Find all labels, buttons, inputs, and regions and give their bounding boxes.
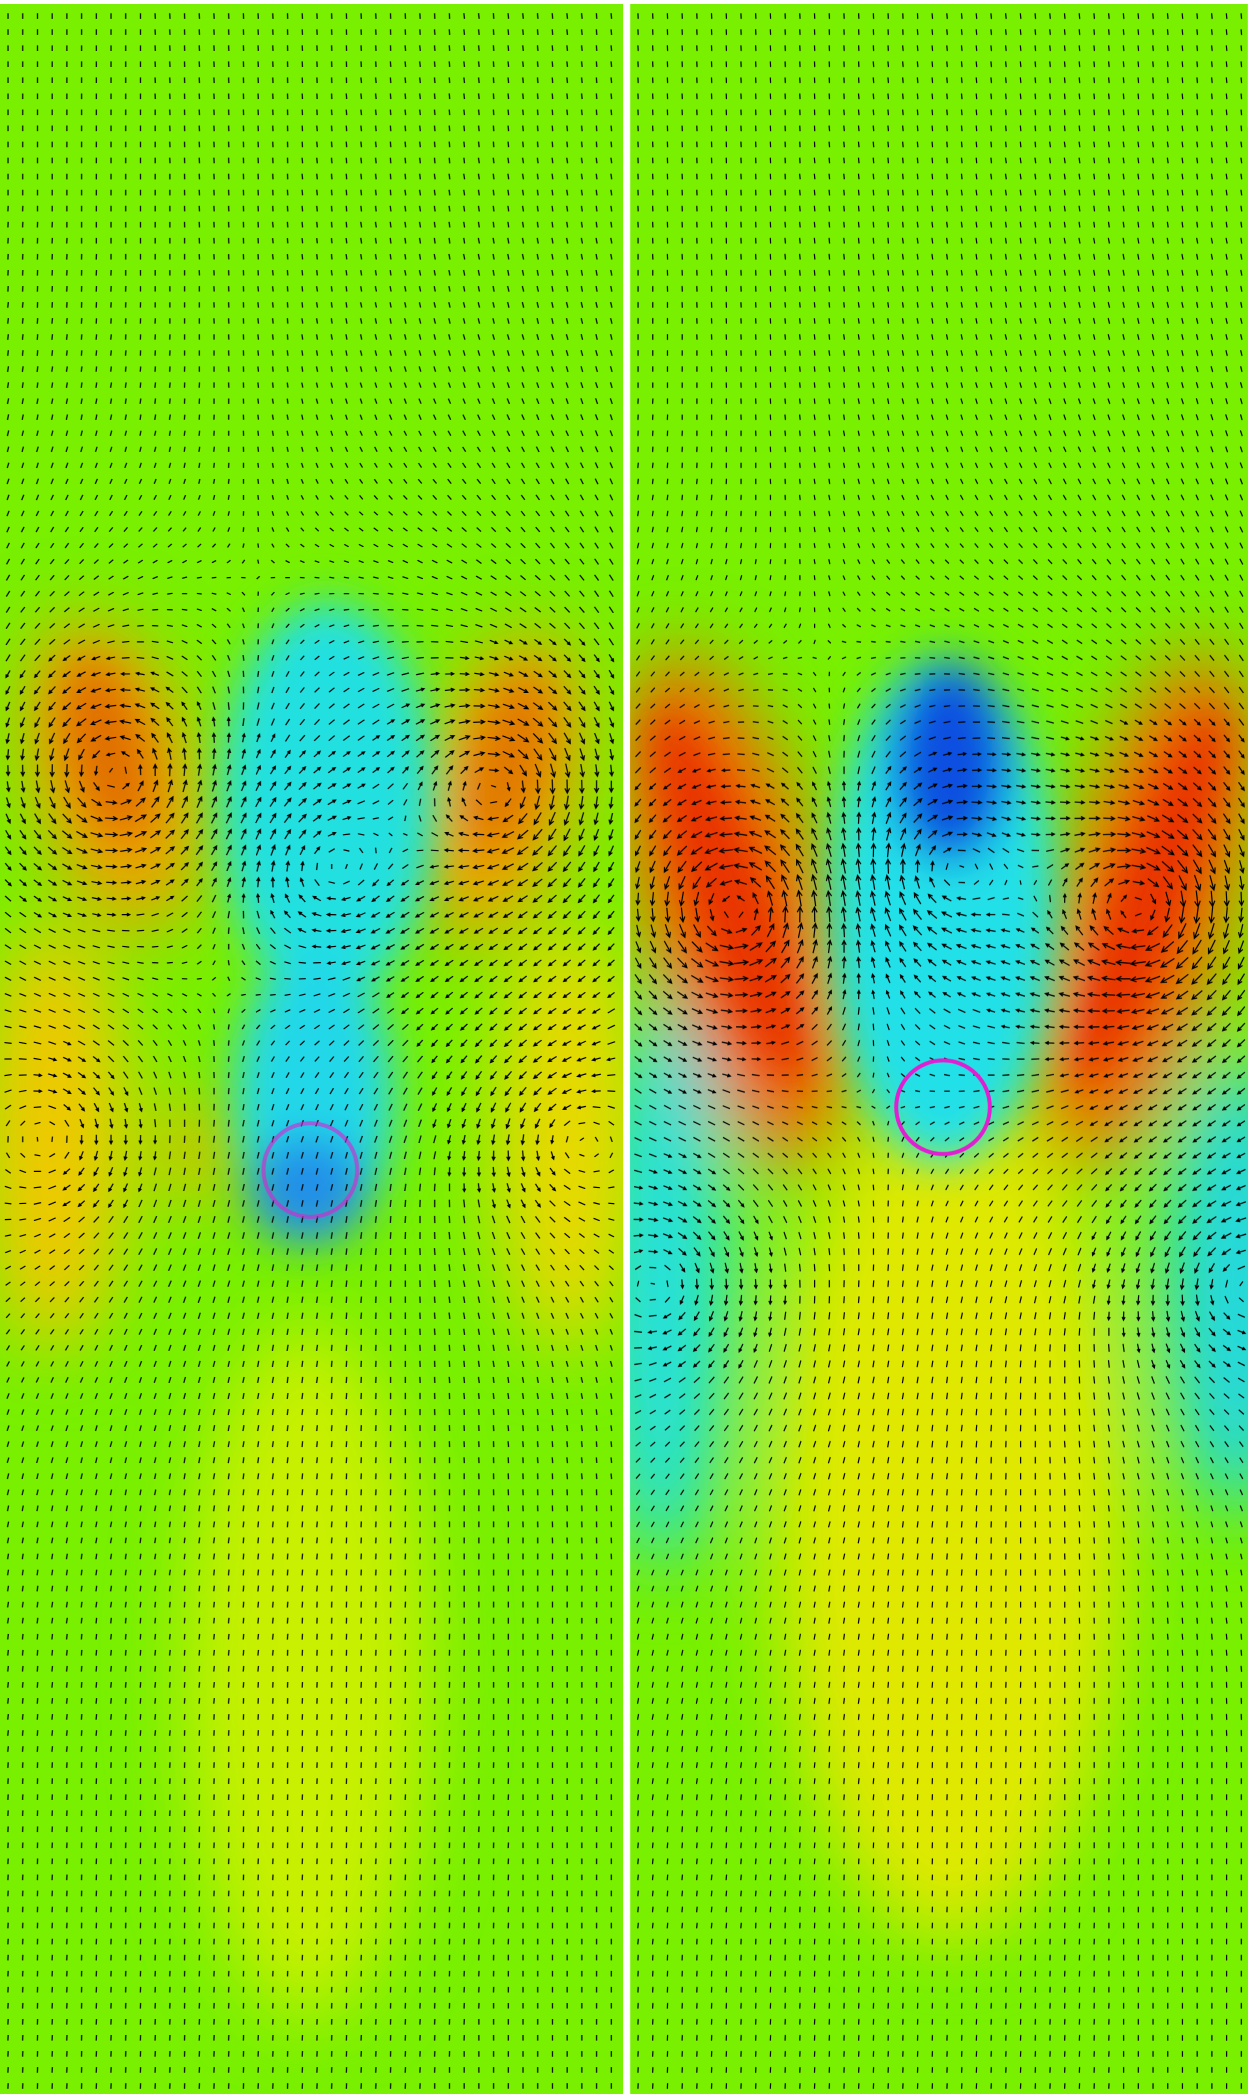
velocity-arrows bbox=[633, 13, 1247, 2089]
right-panel bbox=[630, 4, 1248, 2094]
cylinder-outline bbox=[261, 1121, 360, 1219]
cylinder-outline bbox=[894, 1058, 992, 1156]
field-core bbox=[61, 601, 552, 1244]
left-panel bbox=[0, 4, 624, 2094]
panel-divider bbox=[623, 0, 631, 2094]
velocity-arrows bbox=[4, 13, 616, 2089]
